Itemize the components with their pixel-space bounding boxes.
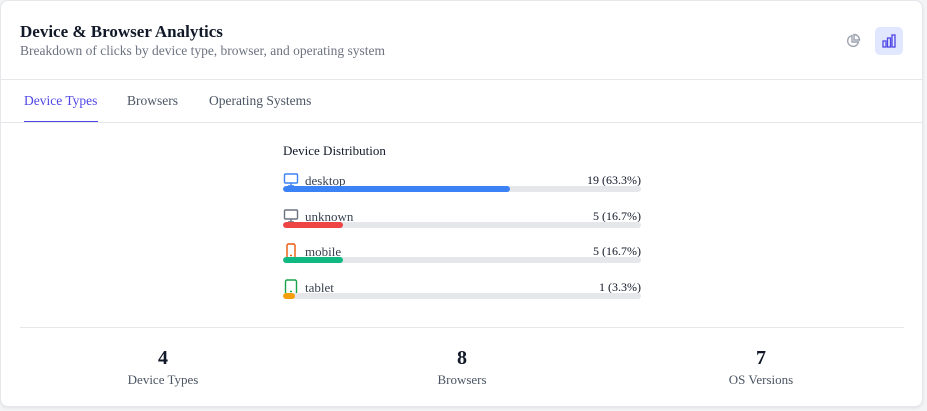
stat-value: 7 xyxy=(756,347,766,369)
bar-view-button[interactable] xyxy=(875,27,903,55)
tab[interactable]: Operating Systems xyxy=(209,93,312,108)
bar-track xyxy=(283,257,641,263)
bar-track xyxy=(283,186,641,192)
stat-value: 4 xyxy=(158,347,168,369)
subtitle: Breakdown of clicks by device type, brow… xyxy=(20,43,385,58)
pie-view-button[interactable] xyxy=(839,27,867,55)
divider xyxy=(1,122,922,123)
bar xyxy=(283,257,343,263)
bar xyxy=(283,292,295,299)
device-name: unknown xyxy=(305,208,354,224)
device-count: 5 (16.7%) xyxy=(593,208,641,223)
device-count: 1 (3.3%) xyxy=(599,279,641,294)
device-row: desktop 19 (63.3%) xyxy=(283,173,641,203)
device-name: mobile xyxy=(305,244,342,259)
stat-label: Browsers xyxy=(437,372,487,387)
stat-label: OS Versions xyxy=(728,372,794,387)
device-count: 5 (16.7%) xyxy=(593,244,641,258)
device-row: mobile 5 (16.7%) xyxy=(283,243,641,274)
device-row: unknown 5 (16.7%) xyxy=(283,209,641,239)
tab[interactable]: Browsers xyxy=(127,93,178,108)
distribution-title: Device Distribution xyxy=(283,143,386,158)
bar-track xyxy=(283,221,641,228)
pie-icon xyxy=(846,33,861,48)
stat: 7 OS Versions xyxy=(661,347,861,388)
stat: 8 Browsers xyxy=(362,347,562,388)
divider xyxy=(1,79,922,80)
tab[interactable]: Device Types xyxy=(24,93,98,108)
stat: 4 Device Types xyxy=(63,347,263,388)
stat-label: Device Types xyxy=(127,372,199,387)
title: Device & Browser Analytics xyxy=(20,22,223,41)
device-count: 19 (63.3%) xyxy=(587,173,641,187)
device-name: tablet xyxy=(305,279,334,295)
device-row: tablet 1 (3.3%) xyxy=(283,278,641,310)
bar xyxy=(283,186,510,192)
bar-icon xyxy=(882,34,896,48)
device-name: desktop xyxy=(305,173,346,188)
bar-track xyxy=(283,292,641,299)
divider xyxy=(20,327,904,328)
bar xyxy=(283,221,343,228)
stat-value: 8 xyxy=(457,347,467,369)
